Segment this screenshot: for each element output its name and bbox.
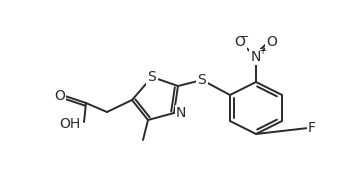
Text: F: F (308, 121, 316, 135)
Text: −: − (240, 32, 250, 42)
Text: +: + (258, 46, 266, 56)
Text: N: N (176, 106, 186, 120)
Text: S: S (198, 73, 206, 87)
Text: OH: OH (60, 117, 81, 131)
Text: S: S (148, 70, 156, 84)
Text: O: O (235, 35, 245, 49)
Text: N: N (251, 50, 261, 64)
Text: O: O (267, 35, 278, 49)
Text: O: O (54, 89, 65, 103)
